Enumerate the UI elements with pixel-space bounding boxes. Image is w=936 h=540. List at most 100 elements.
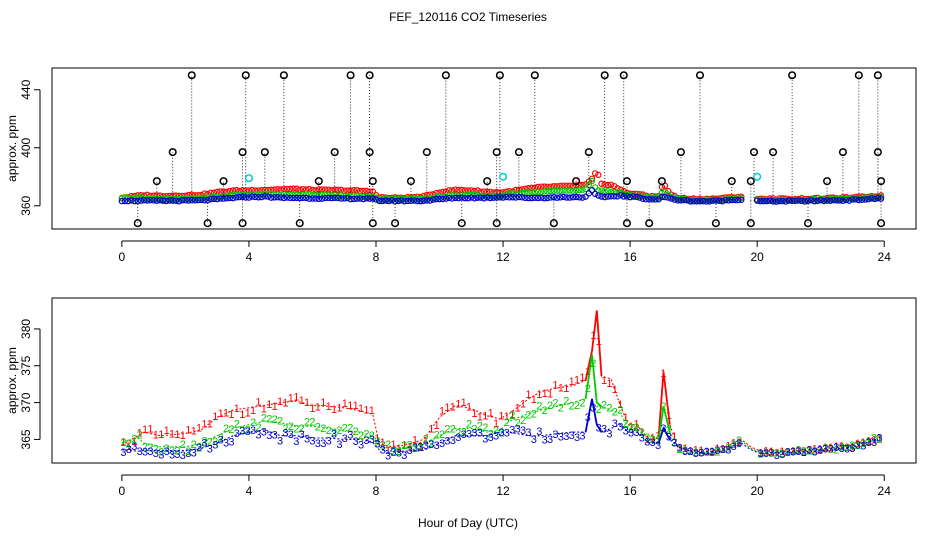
series-2-marker: 2: [574, 400, 580, 412]
series-3-peak: [657, 426, 671, 444]
series-1-marker: 1: [374, 433, 380, 445]
series-1-marker: 1: [212, 411, 218, 423]
top-point-marker: [871, 195, 878, 203]
series-2-line: [121, 354, 879, 454]
top-point-marker: [690, 198, 697, 205]
bottom-y-tick-label: 380: [19, 319, 33, 339]
series-2-marker: 2: [758, 449, 764, 461]
series-2-marker: 2: [385, 439, 391, 451]
series-2-marker: 2: [547, 400, 553, 412]
bottom-series-3: 3 3 3 3 3 3 3 3 3 3 3 3 3 3 3 33 3 3 3 33 3 3 3 3 3 3 3 33 333 3 3 3 3 33…: [120, 398, 883, 463]
series-3-marker: 3: [601, 423, 607, 435]
series-1-marker: 1: [207, 418, 213, 430]
top-point-marker: [661, 193, 669, 201]
top-point-marker: [779, 197, 786, 205]
bottom-x-tick-label: 16: [623, 484, 637, 498]
series-1-marker: 1: [504, 411, 510, 423]
series-1-marker: 1: [596, 336, 602, 348]
series-1-marker: 1: [250, 405, 256, 417]
series-3-marker: 3: [250, 425, 256, 437]
series-1-marker: 1: [147, 423, 153, 435]
series-3-marker: 3: [839, 443, 845, 455]
spike-point: [495, 71, 504, 80]
top-y-axis-label: approx. ppm: [5, 115, 19, 182]
series-2-marker: 2: [347, 422, 353, 434]
top-point-marker: [455, 186, 462, 194]
series-2-marker: 2: [228, 424, 234, 436]
top-point-marker: [172, 197, 180, 204]
top-point-marker: [817, 196, 824, 204]
top-point-marker: [563, 187, 570, 194]
series-1-marker: 1: [331, 404, 337, 416]
series-3-marker: 3: [439, 438, 445, 450]
spike-point: [238, 148, 247, 157]
series-1-marker: 1: [169, 429, 175, 441]
top-point-marker: [515, 186, 523, 193]
series-2-marker: 2: [590, 358, 596, 370]
series-2-marker: 2: [261, 412, 267, 424]
series-1-marker: 1: [612, 384, 618, 396]
top-point-marker: [823, 197, 831, 204]
top-point-marker: [512, 186, 519, 194]
series-3-marker: 3: [342, 433, 348, 445]
series-3-marker: 3: [477, 428, 483, 440]
series-1-marker: 1: [196, 422, 202, 434]
series-2-marker: 2: [255, 422, 261, 434]
top-plot-frame: [51, 67, 917, 230]
top-point-marker: [760, 197, 767, 205]
top-point-marker: [782, 198, 789, 205]
series-3-marker: 3: [461, 429, 467, 441]
series-1-marker: 1: [601, 375, 607, 387]
series-1-marker: 1: [336, 403, 342, 415]
series-3-marker: 3: [731, 441, 737, 453]
series-2-marker: 2: [417, 442, 423, 454]
series-2-marker: 2: [299, 423, 305, 435]
top-x-tick-label: 24: [878, 250, 892, 264]
series-3-marker: 3: [536, 426, 542, 438]
series-3-marker: 3: [660, 423, 666, 435]
top-point-marker: [480, 195, 488, 202]
spike-point: [314, 177, 323, 186]
top-point-marker: [601, 193, 608, 201]
series-1-marker: 1: [255, 397, 261, 409]
top-point-marker: [550, 187, 558, 195]
series-2-marker: 2: [320, 423, 326, 435]
series-1-marker: 1: [509, 409, 515, 421]
top-point-marker: [296, 186, 303, 193]
top-point-marker: [388, 197, 396, 204]
series-3-marker: 3: [126, 444, 132, 456]
top-point-marker: [198, 196, 205, 204]
top-point-marker: [503, 190, 510, 198]
top-point-marker: [144, 197, 151, 204]
series-3-marker: 3: [866, 437, 872, 449]
series-2-marker: 2: [596, 404, 602, 416]
top-point-marker: [544, 188, 551, 195]
top-y-tick-label: 440: [19, 79, 33, 99]
series-1-marker: 1: [201, 418, 207, 430]
series-1-marker: 1: [801, 447, 807, 459]
series-3-marker: 3: [542, 435, 548, 447]
top-point-marker: [553, 183, 561, 190]
top-point-marker: [175, 198, 183, 205]
series-3-marker: 3: [336, 439, 342, 451]
spike-point: [238, 219, 247, 228]
series-3-marker: 3: [509, 424, 515, 436]
top-point-marker: [248, 193, 256, 200]
series-3-marker: 3: [844, 444, 850, 456]
top-point-marker: [147, 196, 154, 204]
series-3-marker: 3: [450, 435, 456, 447]
top-point-marker: [309, 195, 316, 202]
series-1-marker: 1: [228, 409, 234, 421]
top-point-marker: [121, 197, 129, 205]
top-x-tick-label: 8: [373, 250, 380, 264]
top-point-marker: [582, 193, 589, 200]
series-1-marker: 1: [126, 441, 132, 453]
top-point-marker: [252, 193, 259, 201]
spike-point: [441, 71, 450, 80]
series-3-marker: 3: [725, 445, 731, 457]
top-point-marker: [868, 195, 875, 202]
series-3-marker: 3: [525, 427, 531, 439]
top-point-marker: [607, 181, 615, 188]
spike-point: [187, 71, 196, 80]
top-point-marker: [410, 197, 418, 204]
